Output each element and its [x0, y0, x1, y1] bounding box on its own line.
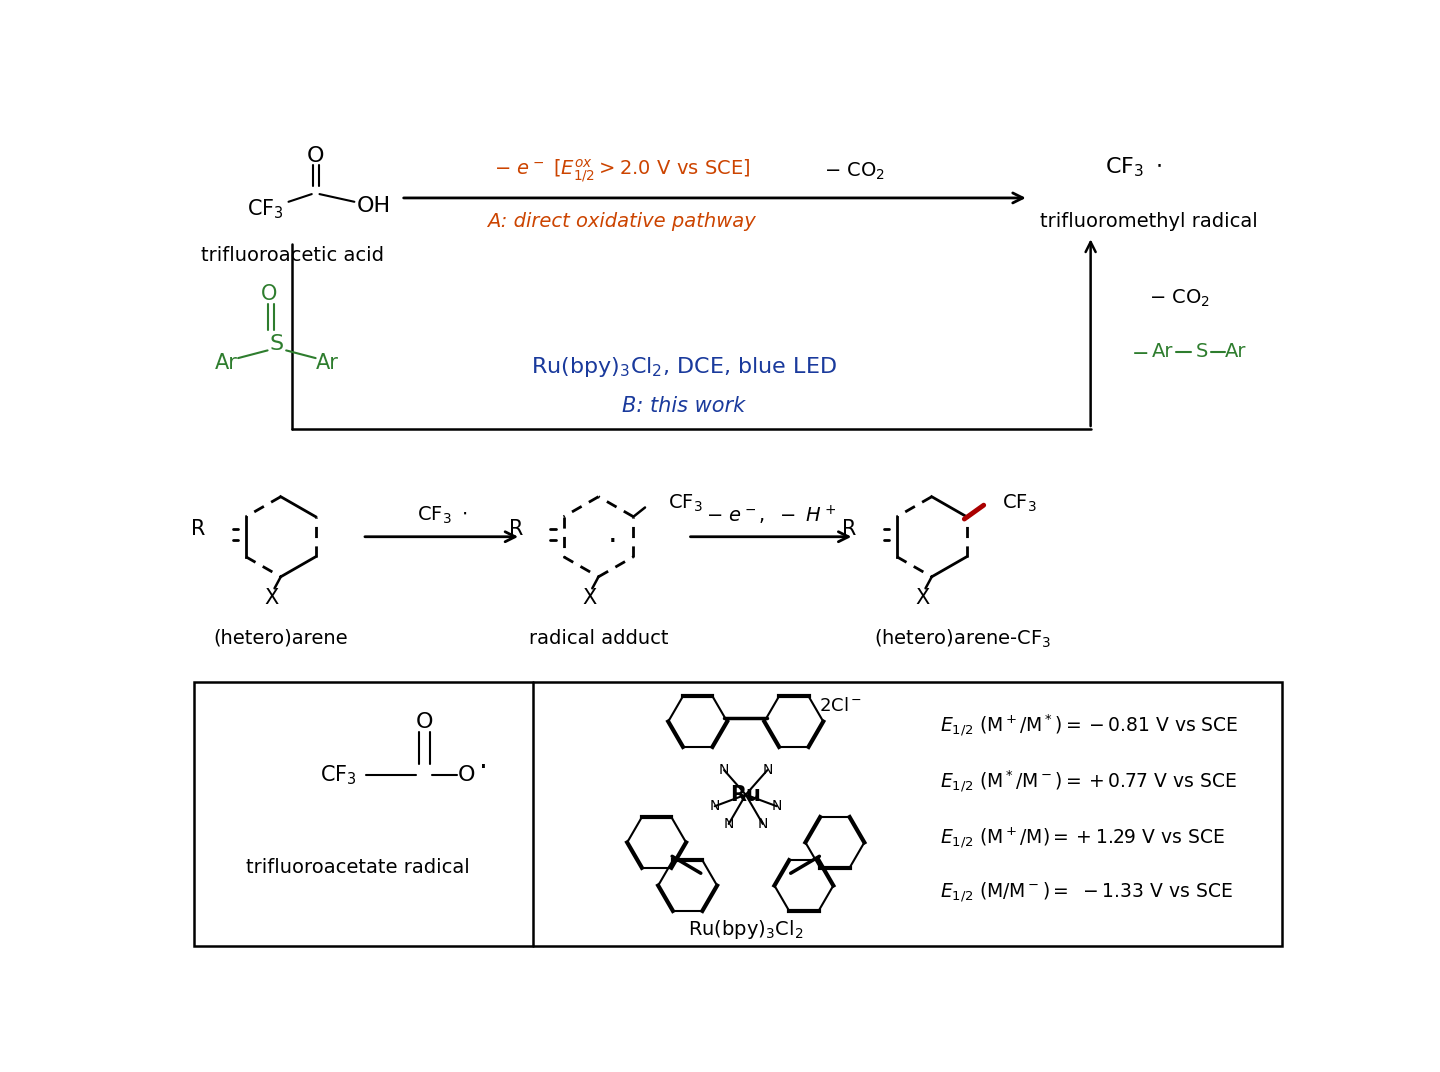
Text: $2\mathrm{Cl}^-$: $2\mathrm{Cl}^-$	[819, 697, 863, 715]
Text: $\mathrm{CF_3}\ \cdot$: $\mathrm{CF_3}\ \cdot$	[416, 505, 467, 526]
Text: OH: OH	[357, 195, 390, 215]
Text: $E_{1/2}\ (\mathrm{M}^+/\mathrm{M}) = +1.29\ \mathrm{V\ vs\ SCE}$: $E_{1/2}\ (\mathrm{M}^+/\mathrm{M}) = +1…	[939, 824, 1225, 849]
Text: $-\ \mathrm{CO_2}$: $-\ \mathrm{CO_2}$	[1149, 287, 1210, 309]
Text: S: S	[269, 334, 284, 354]
Text: O: O	[458, 765, 475, 786]
Text: $\mathrm{CF_3}$: $\mathrm{CF_3}$	[1002, 492, 1037, 513]
Text: $E_{1/2}\ (\mathrm{M/M}^-) =\ -1.33\ \mathrm{V\ vs\ SCE}$: $E_{1/2}\ (\mathrm{M/M}^-) =\ -1.33\ \ma…	[939, 880, 1233, 905]
Text: A: direct oxidative pathway: A: direct oxidative pathway	[487, 211, 756, 230]
Text: $\mathrm{CF_3}$: $\mathrm{CF_3}$	[668, 492, 703, 513]
Text: X: X	[265, 589, 278, 608]
Text: Ar: Ar	[1152, 342, 1174, 361]
Text: N: N	[719, 763, 729, 777]
Text: B: this work: B: this work	[622, 396, 746, 416]
Text: $-\ \mathrm{CO_2}$: $-\ \mathrm{CO_2}$	[824, 161, 884, 181]
Text: Ar: Ar	[1225, 342, 1246, 361]
Text: N: N	[757, 817, 768, 831]
Text: Ru: Ru	[730, 785, 762, 805]
Text: R: R	[842, 519, 857, 539]
Text: $E_{1/2}\ (\mathrm{M}^+/\mathrm{M}^*) = -0.81\ \mathrm{V\ vs\ SCE}$: $E_{1/2}\ (\mathrm{M}^+/\mathrm{M}^*) = …	[939, 712, 1238, 739]
Text: $-\ e^-\ [E_{1/2}^{ox} > 2.0\ \mathrm{V\ vs\ SCE}]$: $-\ e^-\ [E_{1/2}^{ox} > 2.0\ \mathrm{V\…	[494, 158, 750, 184]
Text: (hetero)arene: (hetero)arene	[213, 629, 348, 647]
Text: O: O	[261, 284, 278, 304]
Text: trifluoroacetic acid: trifluoroacetic acid	[200, 247, 384, 265]
Text: $E_{1/2}\ (\mathrm{M}^*/\mathrm{M}^-) = +0.77\ \mathrm{V\ vs\ SCE}$: $E_{1/2}\ (\mathrm{M}^*/\mathrm{M}^-) = …	[939, 769, 1237, 794]
Text: radical adduct: radical adduct	[528, 629, 668, 647]
Text: Ar: Ar	[215, 354, 238, 373]
Text: $\mathrm{Ru(bpy)_3Cl_2}$: $\mathrm{Ru(bpy)_3Cl_2}$	[688, 918, 804, 941]
Text: S: S	[1195, 342, 1208, 361]
Text: X: X	[916, 589, 930, 608]
Text: $\mathrm{CF_3}$: $\mathrm{CF_3}$	[246, 197, 284, 221]
Bar	[194, 682, 1282, 947]
Text: $\mathrm{CF_3}$: $\mathrm{CF_3}$	[321, 763, 357, 787]
Text: N: N	[710, 800, 720, 814]
Text: $\mathrm{CF_3}\ \cdot$: $\mathrm{CF_3}\ \cdot$	[1104, 155, 1162, 179]
Text: R: R	[192, 519, 206, 539]
Text: $-\ e^-,\ -\ H^+$: $-\ e^-,\ -\ H^+$	[706, 504, 837, 526]
Text: ·: ·	[608, 528, 618, 557]
Text: trifluoroacetate radical: trifluoroacetate radical	[246, 859, 469, 877]
Text: $-$: $-$	[1130, 342, 1148, 362]
Text: O: O	[415, 712, 433, 731]
Text: N: N	[772, 800, 782, 814]
Text: O: O	[307, 146, 324, 165]
Text: Ar: Ar	[315, 354, 338, 373]
Text: N: N	[762, 763, 773, 777]
Text: N: N	[723, 817, 734, 831]
Text: R: R	[508, 519, 523, 539]
Text: (hetero)arene-$\mathrm{CF_3}$: (hetero)arene-$\mathrm{CF_3}$	[874, 627, 1051, 650]
Text: trifluoromethyl radical: trifluoromethyl radical	[1040, 211, 1257, 230]
Text: $\mathrm{Ru(bpy)_3Cl_2}$, DCE, blue LED: $\mathrm{Ru(bpy)_3Cl_2}$, DCE, blue LED	[531, 355, 837, 379]
Text: ·: ·	[480, 754, 488, 781]
Text: X: X	[582, 589, 596, 608]
